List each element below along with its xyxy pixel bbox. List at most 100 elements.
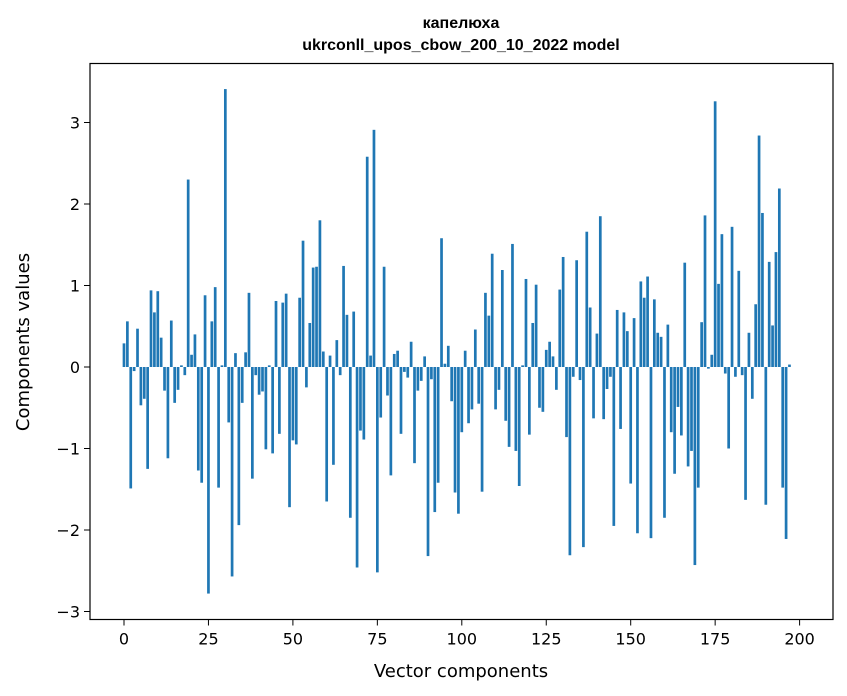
- bar-166: [683, 262, 687, 367]
- bar-69: [355, 367, 359, 568]
- chart-subtitle: ukrconll_upos_cbow_200_10_2022 model: [302, 37, 619, 54]
- bar-160: [663, 367, 666, 518]
- bar-154: [642, 297, 646, 367]
- bar-38: [251, 367, 254, 479]
- y-tick-label: −3: [56, 603, 80, 622]
- y-tick-label: 3: [70, 114, 80, 133]
- bar-13: [166, 367, 170, 459]
- bar-115: [511, 243, 514, 367]
- bar-10: [156, 291, 160, 367]
- bar-74: [372, 129, 376, 367]
- bar-0: [122, 343, 126, 367]
- y-tick-label: −1: [56, 440, 80, 459]
- bar-64: [338, 367, 342, 376]
- bar-42: [264, 367, 268, 450]
- bar-137: [585, 231, 589, 367]
- bar-107: [484, 292, 487, 367]
- bar-54: [305, 367, 308, 388]
- bar-88: [419, 367, 423, 381]
- bar-37: [247, 292, 251, 367]
- bar-51: [294, 367, 298, 445]
- bar-23: [200, 367, 204, 483]
- y-tick-label: 0: [70, 358, 80, 377]
- bar-145: [612, 367, 616, 526]
- bar-55: [308, 322, 312, 367]
- bar-161: [666, 324, 670, 367]
- bar-90: [426, 367, 430, 557]
- bar-151: [632, 318, 636, 367]
- bar-186: [750, 367, 754, 399]
- bar-49: [288, 367, 291, 508]
- bar-111: [497, 367, 501, 390]
- bar-18: [183, 367, 187, 376]
- bar-126: [548, 341, 551, 367]
- bar-164: [676, 367, 680, 407]
- bar-59: [321, 351, 325, 367]
- bar-36: [244, 352, 247, 367]
- bar-187: [754, 304, 758, 367]
- bar-193: [774, 252, 778, 367]
- bar-29: [220, 365, 224, 367]
- bar-190: [764, 367, 768, 505]
- bar-192: [771, 325, 774, 367]
- bar-185: [747, 332, 751, 367]
- bar-75: [376, 367, 379, 573]
- bar-146: [615, 309, 619, 367]
- bar-127: [551, 356, 555, 367]
- bar-124: [541, 367, 545, 412]
- bar-140: [595, 333, 599, 367]
- bar-121: [531, 322, 535, 367]
- bar-27: [213, 287, 217, 367]
- bar-196: [784, 367, 788, 539]
- bar-22: [196, 367, 200, 471]
- bar-93: [436, 367, 440, 483]
- bar-155: [646, 276, 649, 367]
- bar-129: [558, 289, 562, 367]
- bar-32: [230, 367, 234, 577]
- bar-177: [720, 234, 724, 367]
- bar-112: [500, 270, 504, 367]
- bar-81: [396, 350, 399, 367]
- bar-118: [521, 365, 524, 367]
- bar-173: [707, 367, 710, 369]
- bar-182: [737, 270, 741, 367]
- bar-84: [406, 367, 410, 378]
- bar-26: [210, 321, 214, 367]
- x-tick-label: 75: [367, 630, 387, 649]
- bar-125: [544, 349, 548, 367]
- bar-63: [335, 340, 339, 367]
- bar-95: [443, 363, 447, 367]
- bar-91: [430, 367, 433, 380]
- bar-103: [470, 367, 474, 410]
- bar-56: [311, 267, 315, 367]
- bar-180: [730, 226, 734, 367]
- bar-2: [129, 367, 133, 489]
- x-axis-label: Vector components: [374, 661, 548, 682]
- bar-114: [507, 367, 511, 447]
- bar-178: [723, 367, 727, 374]
- bar-16: [176, 367, 180, 390]
- bar-172: [703, 215, 707, 367]
- bar-119: [524, 278, 528, 367]
- bar-148: [622, 312, 626, 367]
- bar-113: [504, 367, 508, 421]
- bar-110: [494, 367, 497, 410]
- bar-147: [619, 367, 622, 429]
- bar-149: [625, 331, 629, 367]
- bar-19: [186, 179, 190, 367]
- bar-8: [149, 290, 153, 367]
- bar-83: [403, 367, 406, 372]
- bar-72: [365, 156, 369, 367]
- bar-170: [696, 367, 700, 488]
- x-tick-label: 200: [784, 630, 815, 649]
- bar-117: [517, 367, 521, 486]
- bar-78: [386, 367, 389, 396]
- y-tick-label: 2: [70, 195, 80, 214]
- x-tick-label: 50: [283, 630, 303, 649]
- bar-98: [453, 367, 457, 493]
- bar-77: [382, 266, 386, 367]
- y-tick-label: −2: [56, 521, 80, 540]
- bar-7: [146, 367, 149, 469]
- y-tick-label: 1: [70, 277, 80, 296]
- bar-89: [423, 356, 426, 367]
